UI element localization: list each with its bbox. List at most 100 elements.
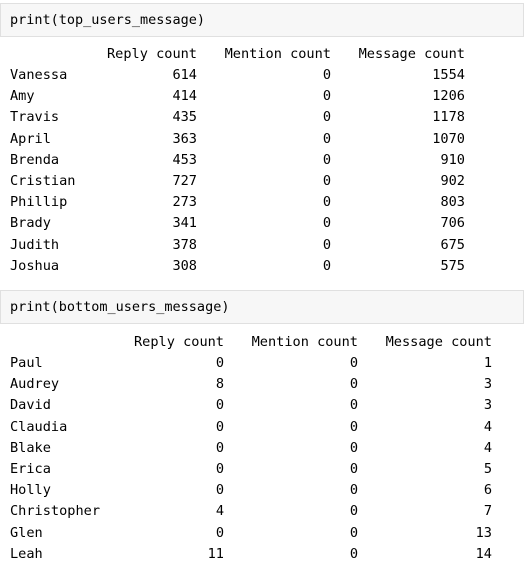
table-header-row: Reply count Mention count Message count xyxy=(0,44,527,65)
column-header-mention-count: Mention count xyxy=(251,334,358,350)
reply-count-cell: 308 xyxy=(172,257,197,274)
message-count-cell: 1554 xyxy=(432,67,465,83)
message-count-cell: 3 xyxy=(483,376,492,393)
table-row: Glen 0 0 13 xyxy=(0,523,527,544)
table-row: Paul 0 0 1 xyxy=(0,353,527,374)
mention-count-cell: 0 xyxy=(322,67,331,83)
mention-count-cell: 0 xyxy=(322,236,331,253)
row-index-label: David xyxy=(10,397,51,414)
reply-count-cell: 0 xyxy=(215,461,224,477)
reply-count-cell: 8 xyxy=(215,376,224,393)
table-row: Claudia 0 0 4 xyxy=(0,417,527,438)
column-header-reply-count: Reply count xyxy=(106,46,197,62)
column-header-reply-count: Reply count xyxy=(133,334,224,350)
message-count-cell: 4 xyxy=(483,439,492,456)
mention-count-cell: 0 xyxy=(349,397,358,414)
row-index-label: Holly xyxy=(10,482,51,499)
reply-count-cell: 11 xyxy=(207,545,224,562)
row-index-label: Travis xyxy=(10,109,60,126)
table-row: Brenda 453 0 910 xyxy=(0,150,527,171)
row-index-label: Blake xyxy=(10,439,51,456)
message-count-cell: 1178 xyxy=(432,109,465,126)
reply-count-cell: 0 xyxy=(215,524,224,541)
reply-count-cell: 4 xyxy=(215,503,224,520)
table-row: Travis 435 0 1178 xyxy=(0,107,527,128)
reply-count-cell: 0 xyxy=(215,397,224,414)
row-index-label: Judith xyxy=(10,236,60,253)
message-count-cell: 3 xyxy=(483,397,492,414)
message-count-cell: 6 xyxy=(483,482,492,499)
reply-count-cell: 363 xyxy=(172,130,197,147)
message-count-cell: 902 xyxy=(440,173,465,189)
mention-count-cell: 0 xyxy=(349,355,358,371)
reply-count-cell: 614 xyxy=(172,67,197,83)
message-count-cell: 910 xyxy=(440,151,465,168)
table-row: Judith 378 0 675 xyxy=(0,235,527,256)
message-count-cell: 575 xyxy=(440,257,465,274)
reply-count-cell: 453 xyxy=(172,151,197,168)
table-row: Blake 0 0 4 xyxy=(0,438,527,459)
table-header-row: Reply count Mention count Message count xyxy=(0,332,527,353)
column-header-message-count: Message count xyxy=(385,334,492,350)
mention-count-cell: 0 xyxy=(322,88,331,105)
table-row: Christopher 4 0 7 xyxy=(0,501,527,522)
mention-count-cell: 0 xyxy=(322,130,331,147)
row-index-label: Paul xyxy=(10,355,43,371)
table-row: Amy 414 0 1206 xyxy=(0,86,527,107)
row-index-label: Audrey xyxy=(10,376,60,393)
message-count-cell: 803 xyxy=(440,194,465,211)
mention-count-cell: 0 xyxy=(349,503,358,520)
row-index-label: Glen xyxy=(10,524,43,541)
reply-count-cell: 0 xyxy=(215,418,224,435)
message-count-cell: 675 xyxy=(440,236,465,253)
reply-count-cell: 0 xyxy=(215,482,224,499)
row-index-label: April xyxy=(10,130,51,147)
code-input[interactable]: print(bottom_users_message) xyxy=(0,290,524,324)
mention-count-cell: 0 xyxy=(349,482,358,499)
mention-count-cell: 0 xyxy=(349,376,358,393)
row-index-label: Leah xyxy=(10,545,43,562)
table-row: April 363 0 1070 xyxy=(0,129,527,150)
row-index-label: Phillip xyxy=(10,194,68,211)
table-row: Holly 0 0 6 xyxy=(0,480,527,501)
code-input[interactable]: print(top_users_message) xyxy=(0,3,524,37)
table-row: Joshua 308 0 575 xyxy=(0,256,527,277)
reply-count-cell: 435 xyxy=(172,109,197,126)
mention-count-cell: 0 xyxy=(322,215,331,232)
table-row: Leah 11 0 14 xyxy=(0,544,527,565)
reply-count-cell: 341 xyxy=(172,215,197,232)
mention-count-cell: 0 xyxy=(349,545,358,562)
message-count-cell: 4 xyxy=(483,418,492,435)
message-count-cell: 1 xyxy=(483,355,492,371)
reply-count-cell: 378 xyxy=(172,236,197,253)
row-index-label: Amy xyxy=(10,88,35,105)
mention-count-cell: 0 xyxy=(322,173,331,189)
mention-count-cell: 0 xyxy=(349,524,358,541)
column-header-message-count: Message count xyxy=(358,46,465,62)
table-row: Phillip 273 0 803 xyxy=(0,192,527,213)
message-count-cell: 7 xyxy=(483,503,492,520)
reply-count-cell: 0 xyxy=(215,439,224,456)
table-row: Vanessa 614 0 1554 xyxy=(0,65,527,86)
reply-count-cell: 727 xyxy=(172,173,197,189)
mention-count-cell: 0 xyxy=(322,257,331,274)
row-index-label: Christopher xyxy=(10,503,101,520)
mention-count-cell: 0 xyxy=(322,194,331,211)
table-row: Brady 341 0 706 xyxy=(0,213,527,234)
mention-count-cell: 0 xyxy=(349,461,358,477)
code-text: print(bottom_users_message) xyxy=(10,299,230,315)
row-index-label: Joshua xyxy=(10,257,60,274)
message-count-cell: 5 xyxy=(483,461,492,477)
table-row: David 0 0 3 xyxy=(0,395,527,416)
message-count-cell: 13 xyxy=(475,524,492,541)
row-index-label: Erica xyxy=(10,461,51,477)
row-index-label: Brenda xyxy=(10,151,60,168)
table-row: Erica 0 0 5 xyxy=(0,459,527,480)
column-header-mention-count: Mention count xyxy=(224,46,331,62)
reply-count-cell: 0 xyxy=(215,355,224,371)
row-index-label: Claudia xyxy=(10,418,68,435)
row-index-label: Cristian xyxy=(10,173,76,189)
message-count-cell: 14 xyxy=(475,545,492,562)
mention-count-cell: 0 xyxy=(322,151,331,168)
mention-count-cell: 0 xyxy=(349,418,358,435)
